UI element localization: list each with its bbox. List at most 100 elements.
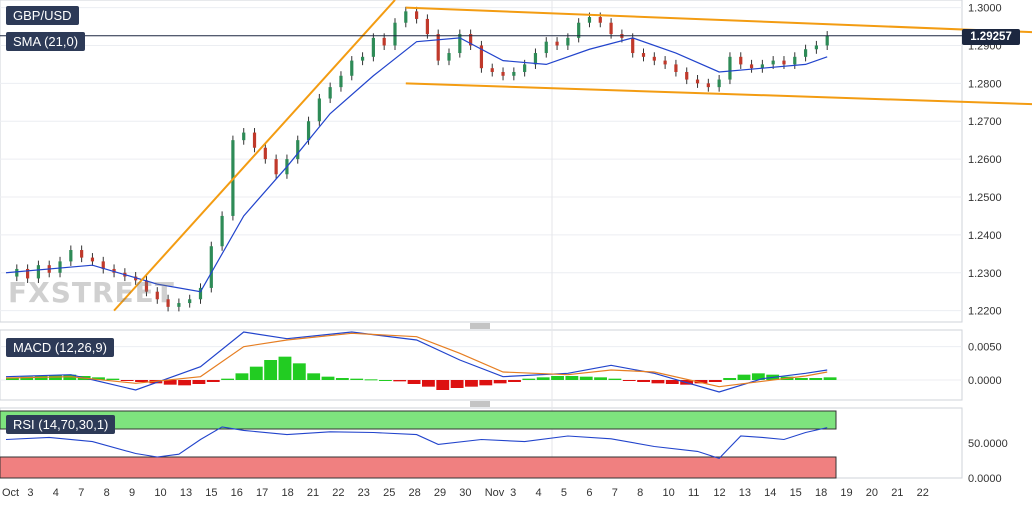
macd-histogram-bar [49, 375, 62, 380]
candle-body [393, 22, 397, 46]
x-tick-label: 28 [408, 487, 420, 499]
x-tick-label: 10 [154, 487, 166, 499]
candle-body [717, 79, 721, 88]
macd-line [5, 331, 828, 393]
macd-histogram-bar [264, 360, 278, 380]
x-tick-label: 8 [104, 487, 110, 499]
candle-body [533, 53, 538, 65]
x-tick-label: 13 [739, 487, 751, 499]
macd-histogram-bar [450, 380, 464, 388]
candle-body [220, 215, 224, 247]
x-tick-label: 17 [256, 487, 268, 499]
candle-body [134, 276, 138, 281]
x-tick-label: 14 [764, 487, 776, 499]
x-tick-label: 18 [281, 487, 293, 499]
y-tick-label: 0.0050 [968, 342, 1002, 354]
candle-body [382, 37, 386, 46]
macd-signal-line [5, 332, 828, 388]
x-tick-label: 21 [307, 487, 319, 499]
x-tick-label: 12 [713, 487, 725, 499]
x-tick-label: 23 [358, 487, 370, 499]
x-tick-label: 21 [891, 487, 903, 499]
macd-histogram-bar [335, 378, 349, 380]
candle-body [695, 79, 700, 84]
macd-histogram-bar [350, 378, 364, 380]
x-tick-label: 11 [688, 487, 699, 499]
x-tick-label: 13 [180, 487, 192, 499]
macd-histogram-bar [551, 376, 564, 380]
candle-body [598, 17, 602, 23]
candle-body [479, 45, 484, 69]
candle-body [69, 250, 73, 262]
trendline-support-rising [113, 0, 396, 312]
candle-body [577, 22, 581, 38]
candle-body [760, 64, 764, 69]
candle-body [274, 159, 278, 175]
candle-body [112, 268, 116, 273]
y-tick-label: 1.2400 [968, 230, 1002, 242]
macd-histogram-bar [120, 380, 134, 381]
candle-body [609, 22, 613, 35]
sma-label[interactable]: SMA (21,0) [6, 32, 86, 51]
macd-histogram-bar [708, 380, 722, 382]
candle-body [685, 71, 689, 80]
candle-body [641, 53, 646, 57]
candle-body [26, 268, 30, 279]
x-tick-label: 30 [459, 487, 471, 499]
x-tick-label: 20 [866, 487, 878, 499]
macd-histogram-bar [278, 356, 292, 380]
macd-histogram-bar [192, 380, 206, 384]
last-price-tag: 1.29257 [962, 29, 1020, 45]
candle-body [706, 83, 710, 88]
x-tick-label: 7 [612, 487, 618, 499]
candle-body [587, 17, 592, 23]
macd-histogram-bar [751, 373, 765, 380]
macd-histogram-bar [20, 376, 34, 380]
x-tick-label: 19 [840, 487, 852, 499]
macd-histogram-bar [63, 374, 77, 380]
candle-body [360, 56, 365, 61]
macd-histogram-bar [321, 376, 335, 380]
candle-body [749, 64, 754, 69]
x-tick-label: 4 [536, 487, 542, 499]
candle-body [144, 280, 149, 292]
macd-label[interactable]: MACD (12,26,9) [6, 338, 114, 357]
x-tick-label: 18 [815, 487, 827, 499]
candle-body [501, 71, 505, 76]
macd-histogram-bar [436, 380, 450, 390]
candle-body [155, 291, 159, 300]
candle-body [404, 11, 408, 23]
candle-body [803, 49, 808, 57]
candle-body [350, 60, 354, 76]
y-tick-label: 1.2700 [968, 116, 1002, 128]
x-tick-label: 22 [917, 487, 929, 499]
x-tick-label: 6 [586, 487, 592, 499]
candle-body [469, 34, 473, 46]
candle-body [188, 299, 192, 304]
x-tick-label: 4 [53, 487, 59, 499]
candle-body [317, 98, 321, 122]
candle-body [663, 60, 667, 65]
candle-body [512, 71, 516, 76]
candle-body [771, 60, 775, 65]
candle-body [58, 261, 62, 273]
candle-body [263, 147, 267, 160]
candle-body [447, 53, 451, 61]
candle-body [339, 75, 343, 88]
candle-body [80, 250, 84, 258]
candle-body [436, 34, 440, 61]
y-tick-label: 1.2800 [968, 78, 1002, 90]
candle-body [166, 299, 170, 307]
candle-body [631, 37, 635, 54]
candle-body [414, 11, 419, 19]
macd-histogram-bar [536, 377, 550, 380]
y-tick-label: 1.2500 [968, 192, 1002, 204]
symbol-label[interactable]: GBP/USD [6, 6, 79, 25]
macd-histogram-bar [422, 380, 435, 387]
x-tick-label: 15 [790, 487, 802, 499]
macd-histogram-bar [378, 380, 392, 381]
macd-histogram-bar [235, 373, 249, 380]
macd-histogram-bar [809, 378, 823, 380]
rsi-label[interactable]: RSI (14,70,30,1) [6, 415, 116, 434]
x-tick-label: 3 [27, 487, 33, 499]
